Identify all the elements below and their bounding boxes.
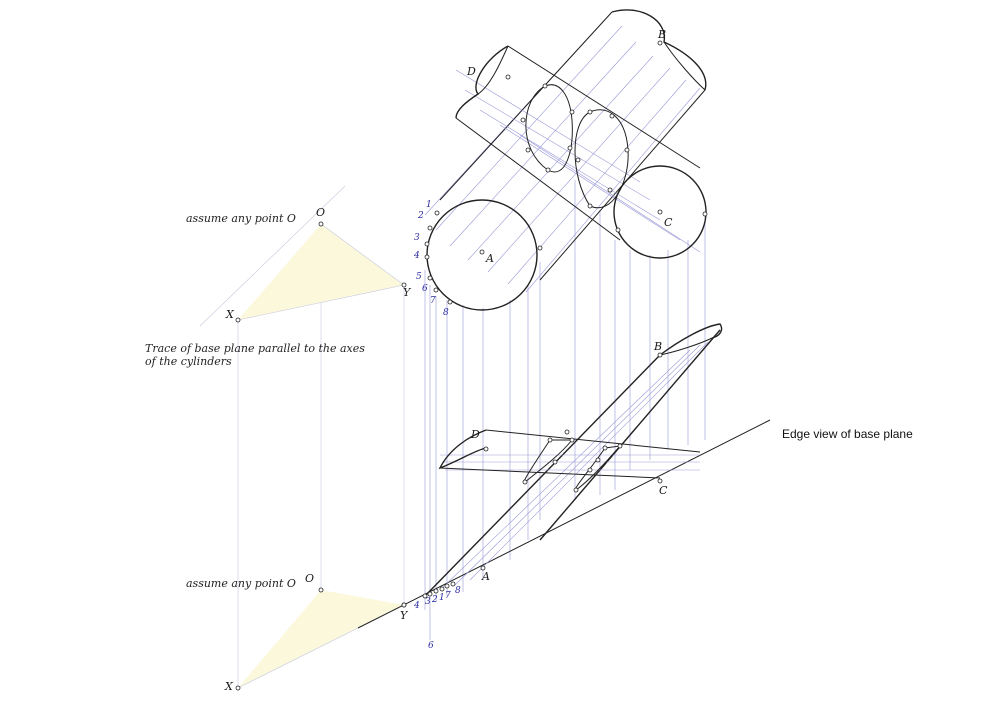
number-top-6: 6 [422,284,428,294]
base-plane-edge [357,419,771,629]
number-front-7: 7 [445,591,451,601]
label-X-bottom: X [224,680,234,693]
note-assume-point-top: assume any point O [186,212,296,225]
intersection-top [520,83,630,209]
label-A-front: A [481,570,490,583]
number-front-8: 8 [455,586,461,596]
number-top-5: 5 [416,272,422,282]
view-projectors [424,180,706,640]
label-C-top: C [664,216,673,229]
number-front-6: 6 [428,641,434,651]
cylinder-ab-front [424,323,723,597]
note-assume-point-bottom: assume any point O [186,577,296,590]
label-Y-bottom: Y [400,609,409,622]
number-top-3: 3 [414,233,420,243]
number-top-7: 7 [430,296,436,306]
label-C-front: C [659,484,668,497]
triangle-top [235,221,407,323]
top-view-points [424,40,708,305]
number-top-2: 2 [417,211,424,221]
label-B-front: B [653,340,662,353]
note-edge-view: Edge view of base plane [782,427,913,441]
number-front-2: 2 [431,595,438,605]
intersection-front [522,429,623,493]
number-top-1: 1 [426,200,432,210]
cylinder-dc-top [455,45,707,259]
label-X-top: X [225,308,235,321]
label-D-front: D [470,428,480,441]
number-front-1: 1 [439,593,445,603]
cylinder-dc-front [438,429,701,479]
label-B-top: B [657,28,666,41]
front-view-points [401,352,663,608]
label-D-top: D [466,65,476,78]
number-front-4: 4 [413,601,420,611]
label-O-top: O [316,206,325,219]
number-front-3: 3 [425,597,431,607]
label-A-top: A [485,252,494,265]
triangle-bottom [235,587,407,691]
number-top-8: 8 [443,308,449,318]
note-trace-base-plane: Trace of base plane parallel to the axes… [145,342,365,368]
label-O-bottom: O [305,572,314,585]
label-Y-top: Y [403,286,412,299]
cylinder-ab-top [424,9,707,311]
number-top-4: 4 [413,251,420,261]
